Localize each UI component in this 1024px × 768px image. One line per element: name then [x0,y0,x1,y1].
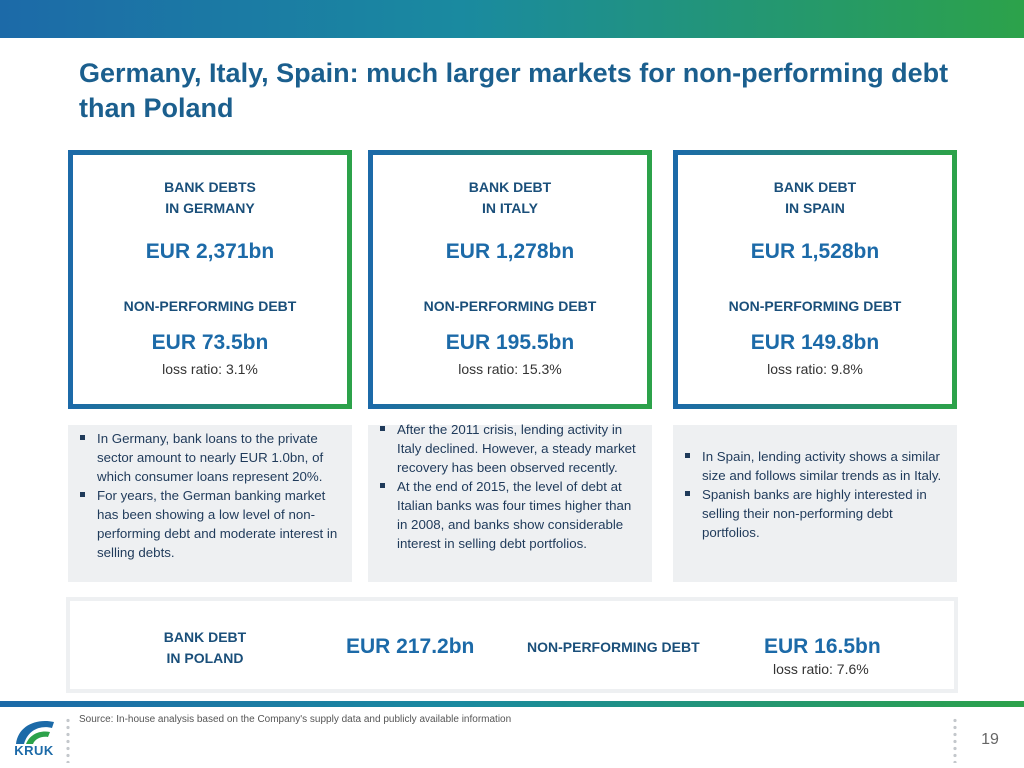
note-spain: In Spain, lending activity shows a simil… [673,425,957,582]
card-label-line1: BANK DEBTS [164,179,256,195]
card-label: BANK DEBT IN SPAIN [678,177,952,219]
card-loss-ratio: loss ratio: 15.3% [458,361,562,377]
logo-arc-icon [16,720,54,744]
note-bullet: For years, the German banking market has… [76,486,342,562]
page-title: Germany, Italy, Spain: much larger marke… [79,58,949,123]
card-total-debt: EUR 1,278bn [445,240,575,263]
card-label: BANK DEBT IN ITALY [373,177,647,219]
card-label-line2: IN ITALY [481,200,538,216]
note-bullet: At the end of 2015, the level of debt at… [376,477,642,553]
source-note: Source: In-house analysis based on the C… [79,714,512,725]
card-italy: BANK DEBT IN ITALY EUR 1,278bn NON-PERFO… [368,150,652,409]
note-bullet: In Spain, lending activity shows a simil… [681,447,947,485]
card-npl-value: EUR 149.8bn [750,331,880,354]
top-gradient-bar [0,0,1024,38]
note-bullet: In Germany, bank loans to the private se… [76,429,342,486]
poland-summary: BANK DEBT IN POLAND EUR 217.2bn NON-PERF… [66,597,958,693]
note-bullet: After the 2011 crisis, lending activity … [376,420,642,477]
note-italy: After the 2011 crisis, lending activity … [368,422,652,582]
bottom-gradient-bar [0,701,1024,707]
note-germany: In Germany, bank loans to the private se… [68,425,352,582]
poland-npl-value: EUR 16.5bn [764,635,881,658]
card-npl-label: NON-PERFORMING DEBT [728,298,902,314]
page-number: 19 [981,731,999,748]
poland-npl-label: NON-PERFORMING DEBT [527,639,700,655]
card-label-line1: BANK DEBT [773,179,857,195]
card-loss-ratio: loss ratio: 3.1% [162,361,258,377]
logo-text: KRUK [14,743,54,758]
card-npl-value: EUR 195.5bn [445,331,575,354]
footer-dots-left [66,717,70,763]
poland-label-line1: BANK DEBT [163,629,247,645]
poland-label: BANK DEBT IN POLAND [130,627,280,669]
card-npl-label: NON-PERFORMING DEBT [123,298,297,314]
card-label-line1: BANK DEBT [468,179,552,195]
card-spain: BANK DEBT IN SPAIN EUR 1,528bn NON-PERFO… [673,150,957,409]
card-label: BANK DEBTS IN GERMANY [73,177,347,219]
poland-loss-ratio: loss ratio: 7.6% [773,661,869,677]
card-label-line2: IN SPAIN [785,200,845,216]
card-loss-ratio: loss ratio: 9.8% [767,361,863,377]
card-label-line2: IN GERMANY [165,200,255,216]
poland-label-line2: IN POLAND [166,650,244,666]
poland-total-debt: EUR 217.2bn [346,635,475,658]
kruk-logo: KRUK [10,716,58,760]
card-npl-value: EUR 73.5bn [151,331,269,354]
card-germany: BANK DEBTS IN GERMANY EUR 2,371bn NON-PE… [68,150,352,409]
note-bullet: Spanish banks are highly interested in s… [681,485,947,542]
card-total-debt: EUR 2,371bn [145,240,275,263]
footer-dots-right [953,717,957,763]
card-total-debt: EUR 1,528bn [750,240,880,263]
card-npl-label: NON-PERFORMING DEBT [423,298,597,314]
